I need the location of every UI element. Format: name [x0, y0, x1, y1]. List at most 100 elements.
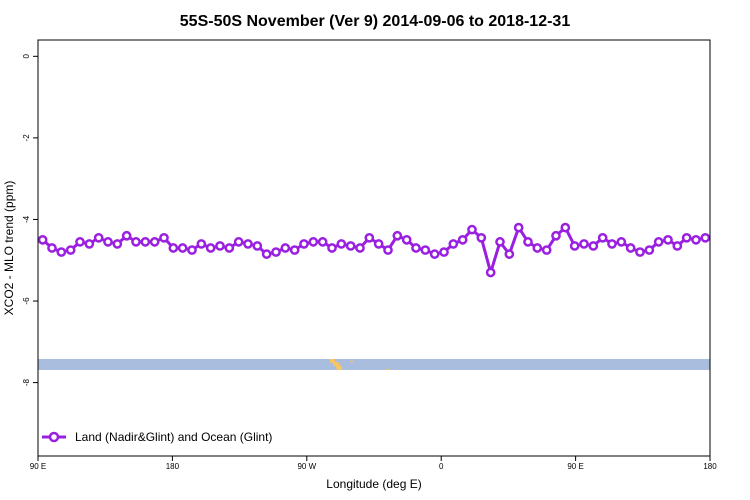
data-point — [317, 237, 328, 247]
data-point — [47, 243, 57, 253]
legend-marker — [48, 431, 60, 443]
data-point — [345, 241, 356, 251]
data-point — [37, 234, 48, 245]
data-point — [103, 237, 113, 247]
x-tick-label: 180 — [166, 462, 180, 471]
x-axis: 90 E 180 90 W 0 90 E 180 — [30, 456, 717, 471]
x-tick-label: 90 E — [567, 462, 583, 471]
data-point — [159, 232, 169, 243]
data-point — [635, 247, 645, 257]
x-tick-label: 180 — [703, 462, 717, 471]
data-point — [523, 237, 533, 247]
chart-title: 55S-50S November (Ver 9) 2014-09-06 to 2… — [180, 13, 571, 30]
data-point — [597, 232, 608, 243]
data-point — [551, 230, 561, 241]
data-point — [532, 243, 543, 253]
data-point — [691, 234, 701, 245]
land-marker — [330, 359, 335, 363]
data-point — [205, 243, 216, 253]
data-point — [476, 232, 487, 243]
y-axis-label: XCO2 - MLO trend (ppm) — [2, 181, 16, 316]
land-marker — [386, 369, 389, 370]
plot-frame — [37, 39, 711, 457]
data-point — [196, 239, 207, 249]
data-point — [700, 232, 711, 243]
data-point — [616, 237, 627, 247]
data-point — [355, 243, 365, 253]
y-tick-label: -4 — [22, 215, 31, 223]
surface-strip — [38, 359, 710, 370]
data-point — [383, 245, 393, 255]
series-layer — [37, 222, 711, 278]
data-point — [588, 241, 599, 251]
legend-label: Land (Nadir&Glint) and Ocean (Glint) — [75, 430, 272, 444]
data-point — [215, 241, 225, 251]
data-point — [439, 247, 449, 257]
land-marker — [338, 367, 342, 370]
data-point — [625, 243, 636, 253]
data-point — [672, 241, 683, 251]
data-point — [261, 249, 272, 259]
x-tick-label: 90 W — [297, 462, 316, 471]
data-point — [112, 239, 123, 249]
data-point — [233, 237, 244, 247]
data-point — [569, 241, 580, 251]
data-point — [65, 245, 76, 255]
data-point — [467, 224, 477, 235]
land-marker — [350, 361, 354, 362]
data-point — [495, 237, 505, 247]
data-point — [653, 237, 664, 247]
x-tick-label: 90 E — [30, 462, 46, 471]
y-axis: 0 -2 -4 -6 -8 — [22, 54, 38, 386]
data-point — [607, 239, 617, 249]
data-point — [168, 243, 179, 253]
data-point — [448, 239, 459, 249]
data-point — [411, 243, 421, 253]
data-point — [121, 230, 132, 241]
land-markers — [330, 359, 389, 370]
data-point — [681, 232, 692, 243]
data-point — [513, 222, 524, 233]
data-point — [663, 234, 673, 245]
data-point — [289, 245, 300, 255]
data-point — [187, 245, 197, 255]
ocean-band — [38, 359, 710, 370]
data-point — [373, 239, 384, 249]
data-point — [644, 245, 655, 255]
legend: Land (Nadir&Glint) and Ocean (Glint) — [42, 430, 272, 444]
data-point — [75, 237, 85, 247]
data-point — [224, 243, 235, 253]
data-point — [299, 239, 309, 249]
data-point — [401, 234, 412, 245]
data-point — [420, 245, 431, 255]
data-point — [392, 230, 403, 241]
data-point — [504, 249, 515, 259]
y-tick-label: -8 — [22, 378, 31, 386]
data-point — [252, 241, 263, 251]
x-axis-label: Longitude (deg E) — [326, 477, 421, 491]
data-point — [149, 237, 160, 247]
data-point — [308, 237, 319, 247]
data-point — [327, 243, 337, 253]
data-point — [93, 232, 104, 243]
data-point — [243, 239, 253, 249]
y-tick-label: -2 — [22, 134, 31, 142]
data-point — [140, 237, 151, 247]
data-point — [56, 247, 67, 257]
data-point — [84, 239, 95, 249]
data-point — [579, 239, 589, 249]
data-point — [560, 222, 571, 233]
data-point — [541, 245, 552, 255]
data-point — [271, 247, 281, 257]
y-tick-label: 0 — [22, 54, 31, 59]
data-point — [280, 243, 291, 253]
land-marker — [333, 362, 339, 366]
x-tick-label: 0 — [439, 462, 444, 471]
data-point — [177, 243, 188, 253]
data-point — [485, 267, 496, 278]
data-point — [364, 232, 375, 243]
y-tick-label: -6 — [22, 297, 31, 305]
data-point — [131, 237, 141, 247]
data-point — [429, 249, 440, 259]
